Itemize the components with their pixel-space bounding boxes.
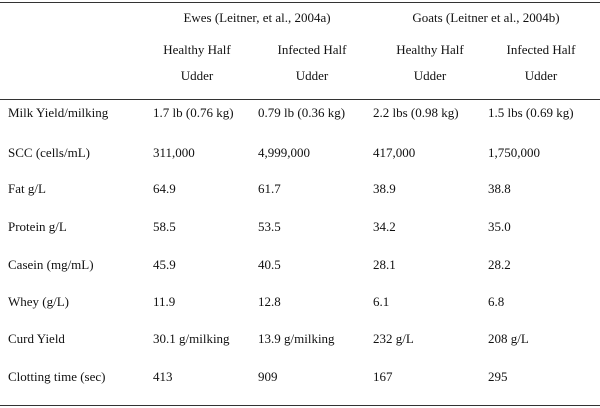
table-cell: 64.9 [153, 181, 176, 196]
bottom-rule [0, 405, 600, 406]
table-cell: 167 [373, 369, 393, 384]
table-cell: 413 [153, 369, 173, 384]
table-cell: 417,000 [373, 145, 416, 160]
table-cell: 40.5 [258, 257, 281, 272]
group-header: Goats (Leitner et al., 2004b) [412, 10, 560, 25]
row-label: Protein g/L [8, 219, 67, 234]
table-cell: 38.9 [373, 181, 396, 196]
column-header: Udder [524, 68, 558, 83]
table-cell: 1.5 lbs (0.69 kg) [488, 105, 574, 120]
table-cell: 45.9 [153, 257, 176, 272]
table-cell: 295 [488, 369, 508, 384]
table-cell: 28.2 [488, 257, 511, 272]
table-cell: 1.7 lb (0.76 kg) [153, 105, 234, 120]
table-cell: 2.2 lbs (0.98 kg) [373, 105, 459, 120]
table-cell: 4,999,000 [258, 145, 310, 160]
row-label: Milk Yield/milking [8, 105, 109, 120]
row-label: Casein (mg/mL) [8, 257, 94, 272]
column-header: Udder [180, 68, 214, 83]
table-cell: 38.8 [488, 181, 511, 196]
table-cell: 61.7 [258, 181, 281, 196]
row-label: SCC (cells/mL) [8, 145, 90, 160]
row-label: Clotting time (sec) [8, 369, 106, 384]
group-header: Ewes (Leitner, et al., 2004a) [183, 10, 331, 25]
column-header: Udder [413, 68, 447, 83]
table-cell: 1,750,000 [488, 145, 540, 160]
header-rule [0, 99, 600, 100]
column-header: Healthy Half [163, 42, 231, 57]
table-cell: 30.1 g/milking [153, 331, 230, 346]
top-rule [0, 2, 600, 3]
column-header: Infected Half [277, 42, 347, 57]
table-cell: 311,000 [153, 145, 195, 160]
table-cell: 6.1 [373, 294, 390, 309]
column-header: Infected Half [506, 42, 576, 57]
table-cell: 53.5 [258, 219, 281, 234]
row-label: Whey (g/L) [8, 294, 70, 309]
table-cell: 6.8 [488, 294, 505, 309]
table-cell: 28.1 [373, 257, 396, 272]
column-header: Udder [295, 68, 329, 83]
row-label: Curd Yield [8, 331, 65, 346]
table-cell: 0.79 lb (0.36 kg) [258, 105, 346, 120]
table-cell: 34.2 [373, 219, 396, 234]
table-cell: 12.8 [258, 294, 281, 309]
table-cell: 58.5 [153, 219, 176, 234]
table-cell: 232 g/L [373, 331, 414, 346]
column-header: Healthy Half [396, 42, 464, 57]
table-cell: 35.0 [488, 219, 511, 234]
row-label: Fat g/L [8, 181, 46, 196]
table-cell: 11.9 [153, 294, 176, 309]
table-cell: 208 g/L [488, 331, 529, 346]
table-cell: 909 [258, 369, 278, 384]
table-cell: 13.9 g/milking [258, 331, 335, 346]
